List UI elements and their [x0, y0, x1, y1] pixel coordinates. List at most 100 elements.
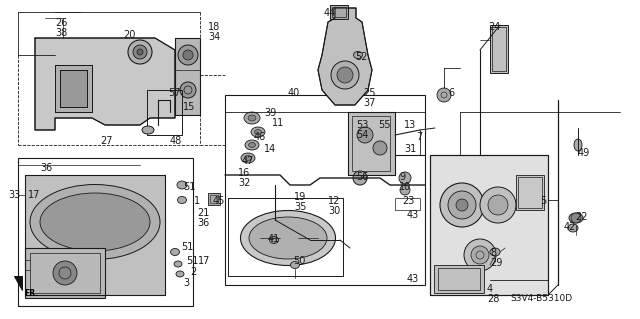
Text: FR.: FR.	[24, 289, 38, 298]
Text: 16: 16	[238, 168, 250, 178]
Circle shape	[399, 172, 411, 184]
Bar	[492, 27, 506, 71]
Ellipse shape	[241, 211, 335, 265]
Text: 1: 1	[194, 196, 200, 206]
Ellipse shape	[244, 155, 252, 160]
Ellipse shape	[353, 51, 362, 58]
Text: 13: 13	[404, 120, 416, 130]
Circle shape	[448, 191, 476, 219]
Circle shape	[440, 183, 484, 227]
Text: 44: 44	[324, 8, 336, 18]
Text: 7: 7	[416, 132, 422, 142]
Circle shape	[464, 239, 496, 271]
Text: 48: 48	[170, 136, 182, 146]
Text: 54: 54	[356, 130, 369, 140]
Ellipse shape	[40, 193, 150, 251]
Bar	[395, 198, 420, 210]
Text: 5: 5	[540, 196, 547, 206]
Ellipse shape	[248, 143, 255, 147]
Ellipse shape	[245, 140, 259, 150]
Text: 21: 21	[197, 208, 209, 218]
Text: 2: 2	[190, 267, 196, 277]
Text: 38: 38	[55, 28, 67, 38]
Circle shape	[571, 213, 581, 223]
Ellipse shape	[569, 213, 583, 223]
Text: 36: 36	[40, 163, 52, 173]
Text: 22: 22	[575, 212, 588, 222]
Bar	[210, 195, 218, 203]
Circle shape	[373, 141, 387, 155]
Text: 43: 43	[407, 274, 419, 284]
Ellipse shape	[490, 248, 500, 256]
Polygon shape	[55, 65, 92, 112]
Text: 26: 26	[55, 18, 67, 28]
Ellipse shape	[568, 224, 578, 232]
Text: 11: 11	[272, 118, 284, 128]
Text: 36: 36	[197, 218, 209, 228]
Text: S3V4-B5310D: S3V4-B5310D	[510, 294, 572, 303]
Ellipse shape	[241, 153, 255, 163]
Text: 23: 23	[402, 196, 414, 206]
Ellipse shape	[170, 249, 179, 256]
Bar	[490, 25, 508, 73]
Polygon shape	[60, 70, 87, 107]
Circle shape	[137, 49, 143, 55]
Circle shape	[357, 127, 373, 143]
Text: 31: 31	[404, 144, 416, 154]
Text: 51: 51	[181, 242, 193, 252]
Circle shape	[133, 45, 147, 59]
Text: 55: 55	[378, 120, 390, 130]
Text: 30: 30	[328, 206, 340, 216]
Bar	[330, 5, 348, 19]
Bar	[208, 193, 220, 205]
Text: 33: 33	[8, 190, 20, 200]
Text: 10: 10	[399, 182, 412, 192]
Bar	[30, 253, 100, 293]
Circle shape	[180, 82, 196, 98]
Text: 24: 24	[488, 22, 500, 32]
Ellipse shape	[248, 115, 256, 121]
Text: 51: 51	[183, 182, 195, 192]
Text: 14: 14	[264, 144, 276, 154]
Text: 3: 3	[183, 278, 189, 288]
Text: 25: 25	[363, 88, 376, 98]
Circle shape	[183, 50, 193, 60]
Text: 57: 57	[168, 88, 180, 98]
Text: 17: 17	[28, 190, 40, 200]
Text: 51: 51	[186, 256, 198, 266]
Text: 8: 8	[490, 248, 496, 258]
Circle shape	[353, 171, 367, 185]
Text: 20: 20	[123, 30, 136, 40]
Text: 4: 4	[487, 284, 493, 294]
Text: 45: 45	[213, 196, 225, 206]
Ellipse shape	[244, 112, 260, 124]
Text: 43: 43	[407, 210, 419, 220]
Bar	[228, 198, 343, 276]
Circle shape	[400, 185, 410, 195]
Text: 52: 52	[355, 52, 367, 62]
Ellipse shape	[176, 271, 184, 277]
Circle shape	[128, 40, 152, 64]
Ellipse shape	[291, 262, 300, 269]
Circle shape	[456, 199, 468, 211]
Circle shape	[53, 261, 77, 285]
Polygon shape	[25, 175, 165, 295]
Ellipse shape	[177, 197, 186, 204]
Text: 12: 12	[328, 196, 340, 206]
Ellipse shape	[30, 184, 160, 259]
Text: 27: 27	[100, 136, 113, 146]
Polygon shape	[348, 112, 395, 175]
Polygon shape	[14, 276, 22, 290]
Text: 42: 42	[564, 222, 577, 232]
Polygon shape	[318, 8, 372, 105]
Bar	[430, 155, 548, 295]
Bar	[25, 248, 105, 298]
Bar	[516, 175, 544, 210]
Text: 40: 40	[288, 88, 300, 98]
Ellipse shape	[574, 139, 582, 151]
Text: 6: 6	[448, 88, 454, 98]
Text: 29: 29	[490, 258, 502, 268]
Text: 18: 18	[208, 22, 220, 32]
Text: 46: 46	[254, 132, 266, 142]
Text: 9: 9	[399, 172, 405, 182]
